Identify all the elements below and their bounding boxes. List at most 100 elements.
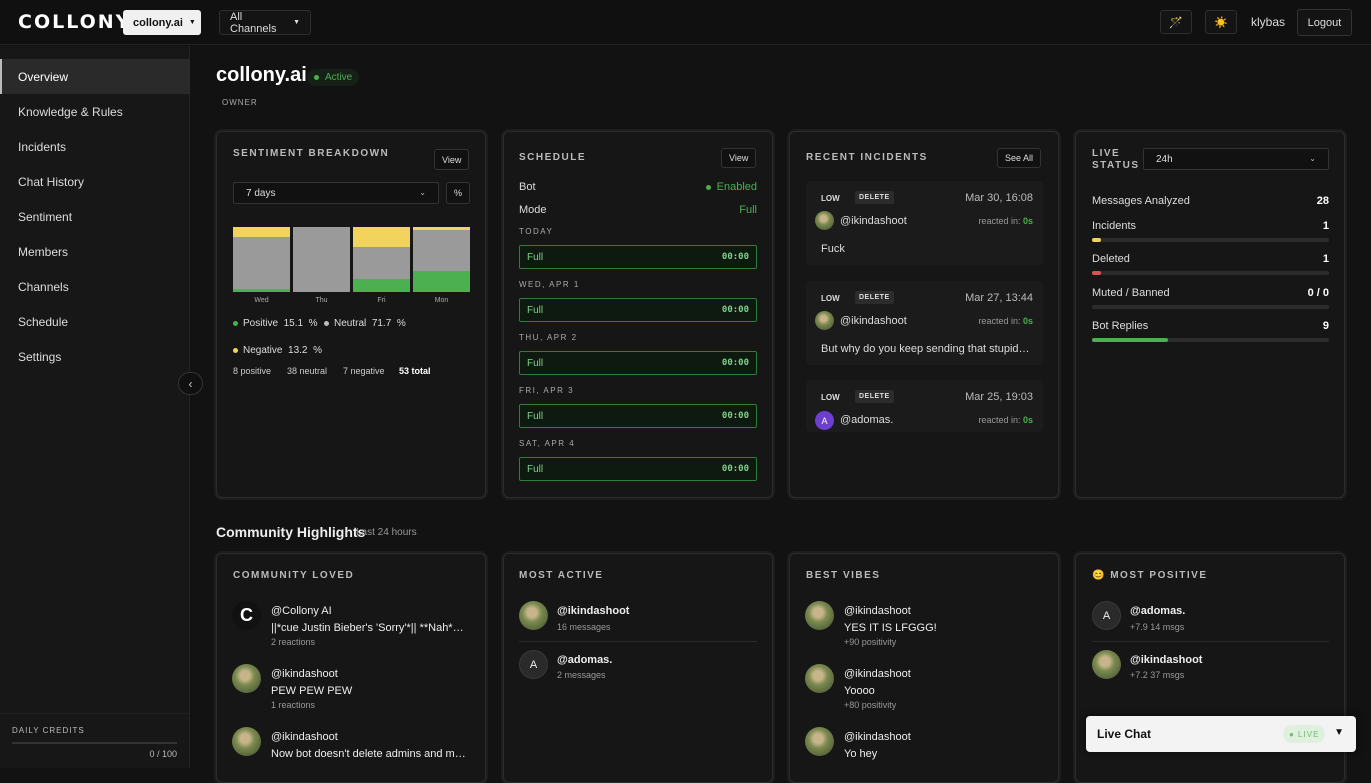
workspace-selector[interactable]: collony.ai ▼: [123, 10, 201, 35]
incident-user[interactable]: @ikindashoot: [840, 215, 907, 227]
incident-user[interactable]: @ikindashoot: [840, 315, 907, 327]
sentiment-bar[interactable]: [413, 227, 470, 292]
schedule-slot-time: 00:00: [721, 252, 749, 262]
collony-avatar-icon: C: [232, 601, 261, 630]
percent-toggle-button[interactable]: %: [446, 182, 470, 204]
incident-date: Mar 30, 16:08: [965, 192, 1033, 204]
schedule-day-label: THU, APR 2: [519, 333, 578, 342]
logout-button[interactable]: Logout: [1297, 9, 1352, 36]
bot-status-row: Bot Enabled: [519, 181, 757, 193]
schedule-slot[interactable]: Full 00:00: [519, 245, 757, 269]
highlight-user[interactable]: @Collony AI: [271, 605, 332, 617]
highlight-user[interactable]: @ikindashoot: [844, 668, 911, 680]
avatar: A: [815, 411, 834, 430]
legend-label: Negative: [243, 345, 283, 356]
highlight-meta: 2 messages: [557, 670, 606, 680]
schedule-view-button[interactable]: View: [721, 148, 757, 168]
schedule-slot[interactable]: Full 00:00: [519, 351, 757, 375]
avatar: [519, 601, 548, 630]
metric-bar: [1092, 271, 1329, 275]
reaction-time-value: 0s: [1022, 216, 1033, 226]
theme-toggle-icon[interactable]: ☀️: [1205, 10, 1237, 34]
total-messages: 53 total: [399, 366, 431, 376]
metric-value: 0 / 0: [1307, 287, 1329, 299]
divider: [519, 641, 757, 642]
sidebar-item-members[interactable]: Members: [18, 244, 69, 259]
sentiment-bar[interactable]: [353, 227, 410, 292]
top-bar: COLLONY collony.ai ▼ All Channels ▼ 🪄 ☀️ k…: [0, 0, 1371, 45]
metric-bar-fill: [1092, 238, 1102, 242]
sidebar-item-incidents[interactable]: Incidents: [18, 139, 67, 154]
highlight-user[interactable]: @ikindashoot: [557, 605, 630, 617]
highlights-subtitle: Last 24 hours: [356, 527, 417, 538]
sidebar-item-schedule[interactable]: Schedule: [18, 314, 69, 329]
most-active-card: [503, 553, 773, 783]
highlight-user[interactable]: @ikindashoot: [271, 731, 338, 743]
live-chat-panel[interactable]: Live Chat ● LIVE ▼: [1086, 716, 1356, 752]
incident-item[interactable]: LOW DELETE Mar 27, 13:44 @ikindashoot re…: [806, 281, 1043, 365]
see-all-incidents-button[interactable]: See All: [997, 148, 1042, 168]
sentiment-bar[interactable]: [293, 227, 350, 292]
action-tag: DELETE: [855, 390, 894, 403]
sidebar-item-chat-history[interactable]: Chat History: [18, 174, 85, 189]
most-positive-title: 😊 MOST POSITIVE: [1092, 570, 1208, 581]
username[interactable]: klybas: [1251, 15, 1286, 29]
sidebar-item-channels[interactable]: Channels: [18, 279, 69, 294]
collapse-chat-icon[interactable]: ▼: [1334, 727, 1344, 738]
incident-user[interactable]: @adomas.: [840, 414, 894, 426]
avatar: [805, 727, 834, 756]
legend-label: Positive: [243, 318, 279, 329]
bar-day-label: Wed: [254, 297, 269, 304]
highlight-meta: 2 reactions: [271, 637, 316, 647]
sentiment-range-select[interactable]: 7 days ⌄: [233, 182, 439, 204]
sentiment-view-button[interactable]: View: [434, 149, 470, 170]
live-status-range-select[interactable]: 24h ⌄: [1143, 148, 1329, 170]
incident-item[interactable]: LOW DELETE Mar 25, 19:03 A @adomas. reac…: [806, 380, 1043, 432]
collapse-sidebar-icon[interactable]: ‹: [178, 372, 203, 395]
incident-item[interactable]: LOW DELETE Mar 30, 16:08 @ikindashoot re…: [806, 181, 1043, 265]
highlight-user[interactable]: @ikindashoot: [844, 605, 911, 617]
channel-selector-label: All Channels: [230, 10, 277, 35]
live-status-title: LIVE STATUS: [1092, 148, 1140, 171]
bar-segment-positive: [233, 289, 290, 292]
highlight-user[interactable]: @adomas.: [1130, 605, 1186, 617]
sidebar-item-knowledge-rules[interactable]: Knowledge & Rules: [18, 104, 123, 119]
community-loved-card: [216, 553, 486, 783]
reaction-time: reacted in: 0s: [978, 316, 1033, 326]
schedule-slot-time: 00:00: [721, 411, 749, 421]
daily-credits-label: DAILY CREDITS: [12, 726, 85, 735]
avatar: [805, 601, 834, 630]
metric-bar: [1092, 238, 1329, 242]
sidebar-item-overview[interactable]: Overview: [0, 59, 190, 94]
sidebar-item-sentiment[interactable]: Sentiment: [18, 209, 73, 224]
metric-bar: [1092, 338, 1329, 342]
highlight-meta: +7.2 37 msgs: [1130, 670, 1185, 680]
avatar: [815, 211, 834, 230]
bar-segment-negative: [413, 227, 470, 230]
legend-unit: %: [396, 318, 406, 329]
bar-segment-positive: [413, 271, 470, 292]
collony-logo[interactable]: COLLONY: [18, 11, 132, 33]
schedule-slot[interactable]: Full 00:00: [519, 298, 757, 322]
highlight-text: Yoooo: [844, 685, 875, 697]
metric-value: 1: [1322, 220, 1329, 232]
schedule-day-label: FRI, APR 3: [519, 386, 575, 395]
metric-label: Bot Replies: [1092, 320, 1149, 332]
highlight-user[interactable]: @adomas.: [557, 654, 613, 666]
bar-day-label: Mon: [434, 297, 449, 304]
magic-wand-icon[interactable]: 🪄: [1160, 10, 1192, 34]
avatar: [232, 727, 261, 756]
highlight-user[interactable]: @ikindashoot: [1130, 654, 1203, 666]
highlight-user[interactable]: @ikindashoot: [271, 668, 338, 680]
channel-selector[interactable]: All Channels ▼: [219, 10, 311, 35]
caret-down-icon: ▼: [188, 19, 196, 26]
bot-status-text: Enabled: [716, 181, 757, 193]
severity-label: LOW: [821, 294, 840, 303]
schedule-slot[interactable]: Full 00:00: [519, 404, 757, 428]
status-dot-icon: [314, 75, 319, 80]
schedule-slot[interactable]: Full 00:00: [519, 457, 757, 481]
reaction-time: reacted in: 0s: [978, 415, 1033, 425]
highlight-user[interactable]: @ikindashoot: [844, 731, 911, 743]
sentiment-bar[interactable]: [233, 227, 290, 292]
sidebar-item-settings[interactable]: Settings: [18, 349, 62, 364]
